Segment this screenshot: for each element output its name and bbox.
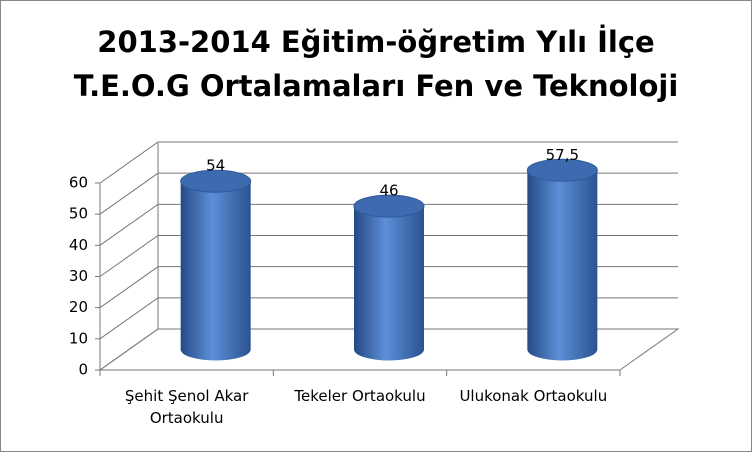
y-tick-label: 20 [69,298,88,316]
grid-line [99,297,678,340]
bar-top [353,194,425,218]
y-tick-label: 50 [69,205,88,223]
value-label: 57,5 [546,146,579,164]
value-label: 54 [206,157,225,175]
chart-title: 2013-2014 Eğitim-öğretim Yılı İlçe T.E.O… [73,25,679,103]
grid-line [99,141,678,184]
value-label: 46 [379,182,398,200]
y-tick-label: 10 [69,329,88,347]
grid-line [99,328,678,371]
bar [527,170,598,361]
bar [354,206,424,361]
grid-line [99,235,678,277]
y-tick-label: 30 [69,267,88,285]
x-tick-label: Tekeler Ortaokulu [294,387,426,405]
grid-line [99,203,678,246]
grid-line [99,172,678,215]
x-tick-label: Şehit Şenol Akar Ortaokulu [124,387,249,427]
bar [180,181,251,361]
y-tick-label: 40 [69,236,88,254]
bar-top [526,158,598,182]
bar-top [180,169,252,193]
x-tick-label: Ulukonak Ortaokulu [459,387,608,405]
grid-line [99,266,678,309]
y-tick-label: 0 [78,361,88,379]
y-tick-label: 60 [69,174,88,192]
